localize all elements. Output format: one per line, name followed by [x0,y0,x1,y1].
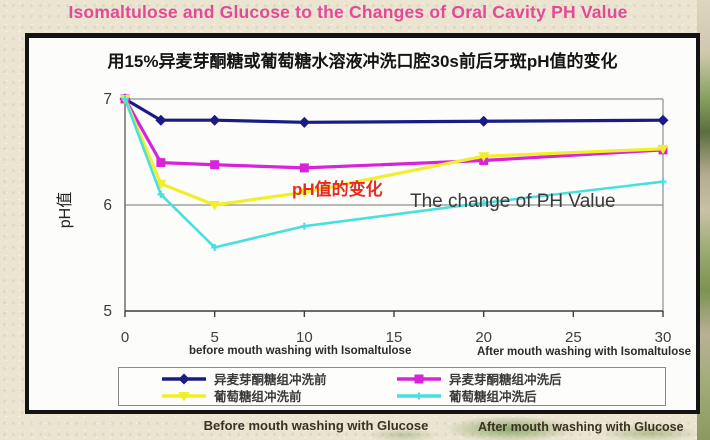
axis-note-after-isomaltulose: After mouth washing with Isomaltulose [477,346,692,358]
y-axis-title: pH值 [56,192,74,228]
background-texture-right-band [697,0,710,440]
axis-note-before-isomaltulose: before mouth washing with Isomaltulose [189,345,412,357]
x-tick-label-10: 10 [296,329,313,346]
chart-panel: 用15%异麦芽酮糖或葡萄糖水溶液冲洗口腔30s前后牙斑pH值的变化 0 5 10 15… [25,33,700,414]
series-2-marker-1 [155,179,167,190]
series-line-1 [123,97,665,170]
legend-label-1: 异麦芽酮糖组冲洗后 [449,373,562,387]
legend-item-2: 葡萄糖组冲洗前 [161,387,396,404]
series-line-0 [123,97,665,124]
caption-after-glucose: After mouth washing with Glucose [478,420,684,434]
series-0-marker-2 [209,114,221,126]
caption-before-glucose: Before mouth washing with Glucose [203,418,429,433]
legend-label-3: 葡萄糖组冲洗后 [449,390,537,404]
series-2-marker-3 [298,188,310,198]
legend-label-0: 异麦芽酮糖组冲洗前 [214,373,327,387]
series-1-marker-1 [156,158,166,168]
x-tick-label-25: 25 [565,329,582,346]
series-0-marker-3 [298,116,310,128]
legend-label-2: 葡萄糖组冲洗前 [214,390,302,404]
legend-marker-1 [414,374,424,383]
annotation-ph-change-en: The change of PH Value [410,191,616,212]
legend-item-3: 葡萄糖组冲洗后 [396,387,665,404]
legend-square-icon [397,374,441,383]
annotation-ph-change-cn: pH值的变化 [292,180,383,199]
x-tick-label-0: 0 [121,329,129,346]
series-line-3 [123,97,665,249]
chart-legend-grid: 异麦芽酮糖组冲洗前 异麦芽酮糖组冲洗后葡萄糖组冲洗前 葡萄糖组冲洗后 [119,368,665,404]
series-2-marker-2 [209,201,221,211]
legend-marker-2 [178,391,190,401]
y-tick-label-5: 5 [103,303,112,320]
series-2-marker-5 [657,144,669,155]
series-0-marker-5 [657,114,669,126]
series-2-marker-4 [478,152,490,162]
x-tick-label-30: 30 [655,329,672,346]
chart-title: 用15%异麦芽酮糖或葡萄糖水溶液冲洗口腔30s前后牙斑pH值的变化 [107,52,618,71]
x-tick-label-5: 5 [210,329,218,346]
legend-plus-icon [397,392,441,399]
legend-marker-0 [178,373,190,384]
legend-diamond-icon [162,373,206,384]
series-line-2 [123,97,665,207]
series-1-marker-2 [210,160,220,170]
legend-triangle-icon [162,391,206,401]
series-0-marker-4 [478,115,490,127]
legend-item-1: 异麦芽酮糖组冲洗后 [396,370,665,387]
legend-item-0: 异麦芽酮糖组冲洗前 [161,370,396,387]
chart-legend: 异麦芽酮糖组冲洗前 异麦芽酮糖组冲洗后葡萄糖组冲洗前 葡萄糖组冲洗后 [118,367,666,406]
series-0-marker-1 [155,114,167,126]
x-tick-label-20: 20 [475,329,492,346]
y-tick-label-7: 7 [103,91,112,108]
y-tick-label-6: 6 [103,197,112,214]
x-tick-label-15: 15 [386,329,403,346]
slide-title: Isomaltulose and Glucose to the Changes … [68,2,628,22]
series-1-marker-3 [299,163,309,173]
